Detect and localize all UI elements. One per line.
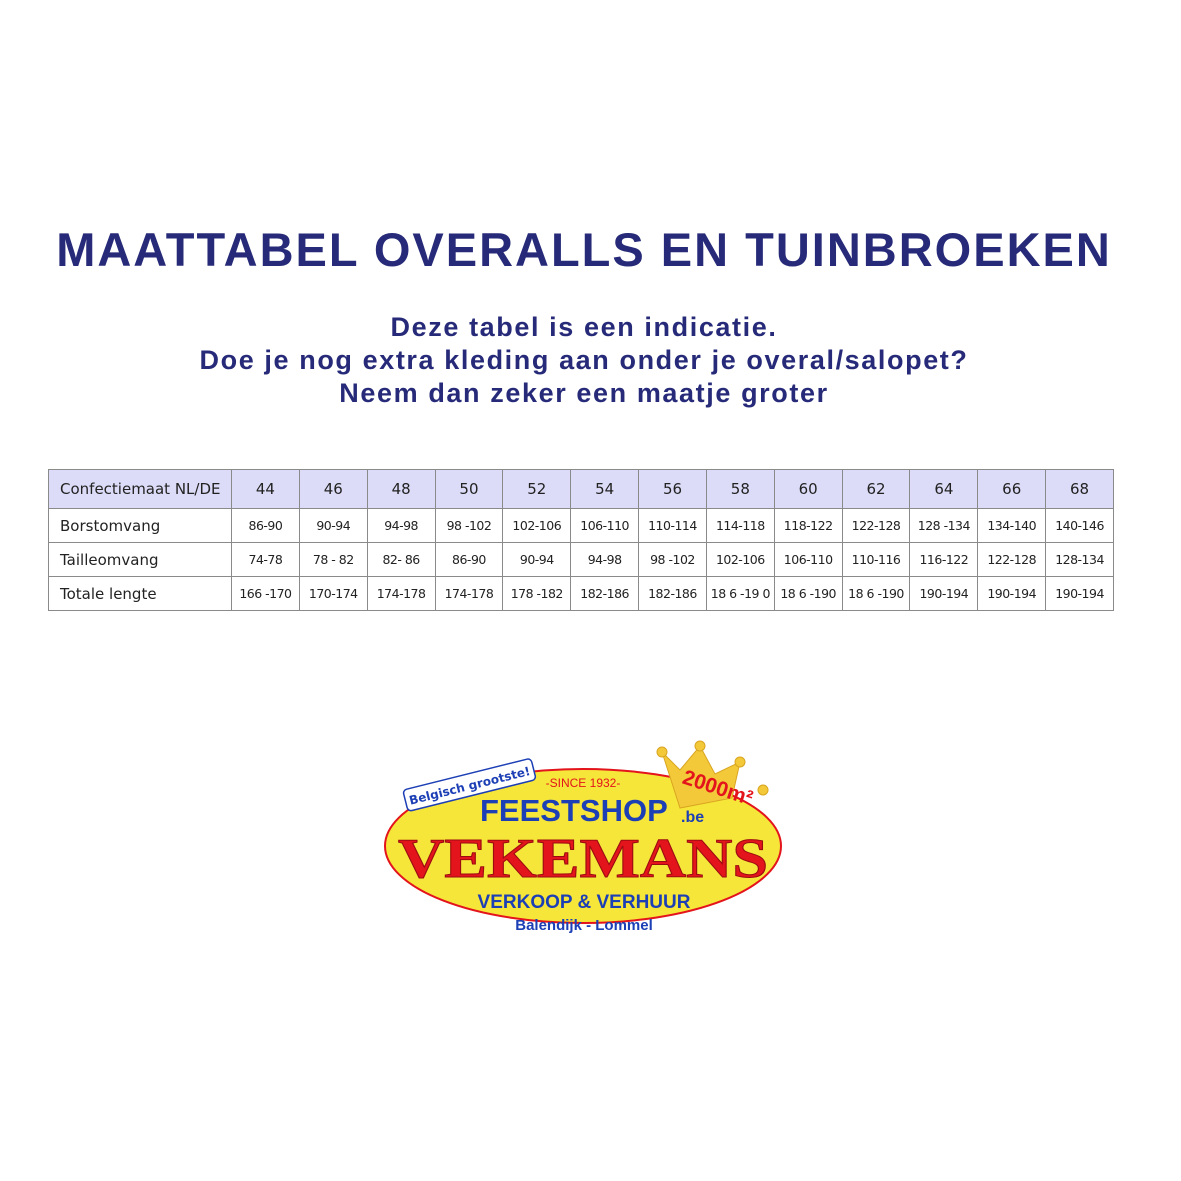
table-cell: 122-128 xyxy=(977,542,1047,577)
table-cell: 86-90 xyxy=(434,542,504,577)
logo-since: -SINCE 1932- xyxy=(546,776,621,790)
subtitle-line-3: Neem dan zeker een maatje groter xyxy=(339,378,829,408)
table-cell: 178 -182 xyxy=(502,576,572,611)
size-header: 56 xyxy=(638,469,707,509)
size-header: 50 xyxy=(434,469,504,509)
table-cell: 94-98 xyxy=(366,508,436,543)
size-table: Confectiemaat NL/DE 44 46 48 50 52 54 56 58 60 62… xyxy=(48,469,1114,611)
vekemans-logo: 2000m² Belgisch grootste! -SINCE 1932- F… xyxy=(384,740,782,934)
row-label: Borstomvang xyxy=(48,508,232,543)
logo-shop: FEESTSHOP xyxy=(480,793,668,828)
table-row: Totale lengte 166 -170 170-174 174-178 174-1… xyxy=(48,576,1114,611)
table-cell: 102-106 xyxy=(705,542,775,577)
table-row: Tailleomvang 74-78 78 - 82 82- 86 86-90 90-94… xyxy=(48,542,1114,577)
table-cell: 98 -102 xyxy=(434,508,504,543)
logo-tagline: VERKOOP & VERHUUR xyxy=(478,892,691,913)
size-header: 48 xyxy=(366,469,436,509)
table-cell: 116-122 xyxy=(909,542,979,577)
size-header: 54 xyxy=(570,469,640,509)
table-cell: 94-98 xyxy=(570,542,640,577)
table-cell: 106-110 xyxy=(570,508,640,543)
table-cell: 118-122 xyxy=(773,508,843,543)
table-cell: 166 -170 xyxy=(231,576,300,611)
table-cell: 18 6 -19 0 xyxy=(705,576,775,611)
table-cell: 182-186 xyxy=(570,576,640,611)
table-cell: 90-94 xyxy=(502,542,572,577)
size-header: 66 xyxy=(977,469,1047,509)
table-cell: 86-90 xyxy=(231,508,300,543)
table-cell: 128 -134 xyxy=(909,508,979,543)
table-cell: 106-110 xyxy=(773,542,843,577)
table-cell: 174-178 xyxy=(366,576,436,611)
subtitle-line-1: Deze tabel is een indicatie. xyxy=(390,312,778,342)
size-header: 62 xyxy=(841,469,911,509)
size-header: 64 xyxy=(909,469,979,509)
table-cell: 140-146 xyxy=(1045,508,1114,543)
table-cell: 110-116 xyxy=(841,542,911,577)
table-cell: 110-114 xyxy=(638,508,707,543)
row-label: Totale lengte xyxy=(48,576,232,611)
table-cell: 190-194 xyxy=(977,576,1047,611)
logo-tld: .be xyxy=(681,809,704,826)
table-cell: 78 - 82 xyxy=(298,542,368,577)
size-header: 68 xyxy=(1045,469,1114,509)
table-cell: 128-134 xyxy=(1045,542,1114,577)
logo-location: Balendijk - Lommel xyxy=(515,917,653,934)
table-cell: 98 -102 xyxy=(638,542,707,577)
header-row: Confectiemaat NL/DE 44 46 48 50 52 54 56 58 60 62… xyxy=(48,469,1114,509)
subtitle-line-2: Doe je nog extra kleding aan onder je ov… xyxy=(199,345,969,375)
size-header: 58 xyxy=(705,469,775,509)
table-cell: 74-78 xyxy=(231,542,300,577)
table-cell: 114-118 xyxy=(705,508,775,543)
size-header: 46 xyxy=(298,469,368,509)
table-cell: 182-186 xyxy=(638,576,707,611)
table-cell: 174-178 xyxy=(434,576,504,611)
table-cell: 134-140 xyxy=(977,508,1047,543)
table-cell: 18 6 -190 xyxy=(841,576,911,611)
table-cell: 190-194 xyxy=(909,576,979,611)
table-cell: 18 6 -190 xyxy=(773,576,843,611)
page-title: MAATTABEL OVERALLS EN TUINBROEKEN xyxy=(56,223,1112,276)
table-cell: 122-128 xyxy=(841,508,911,543)
header-label: Confectiemaat NL/DE xyxy=(48,469,232,509)
table-cell: 102-106 xyxy=(502,508,572,543)
size-header: 44 xyxy=(231,469,300,509)
size-header: 60 xyxy=(773,469,843,509)
row-label: Tailleomvang xyxy=(48,542,232,577)
table-row: Borstomvang 86-90 90-94 94-98 98 -102 102-106… xyxy=(48,508,1114,543)
size-header: 52 xyxy=(502,469,572,509)
table-cell: 82- 86 xyxy=(366,542,436,577)
table-cell: 90-94 xyxy=(298,508,368,543)
logo-brand: VEKEMANS xyxy=(398,828,768,890)
table-cell: 170-174 xyxy=(298,576,368,611)
table-cell: 190-194 xyxy=(1045,576,1114,611)
